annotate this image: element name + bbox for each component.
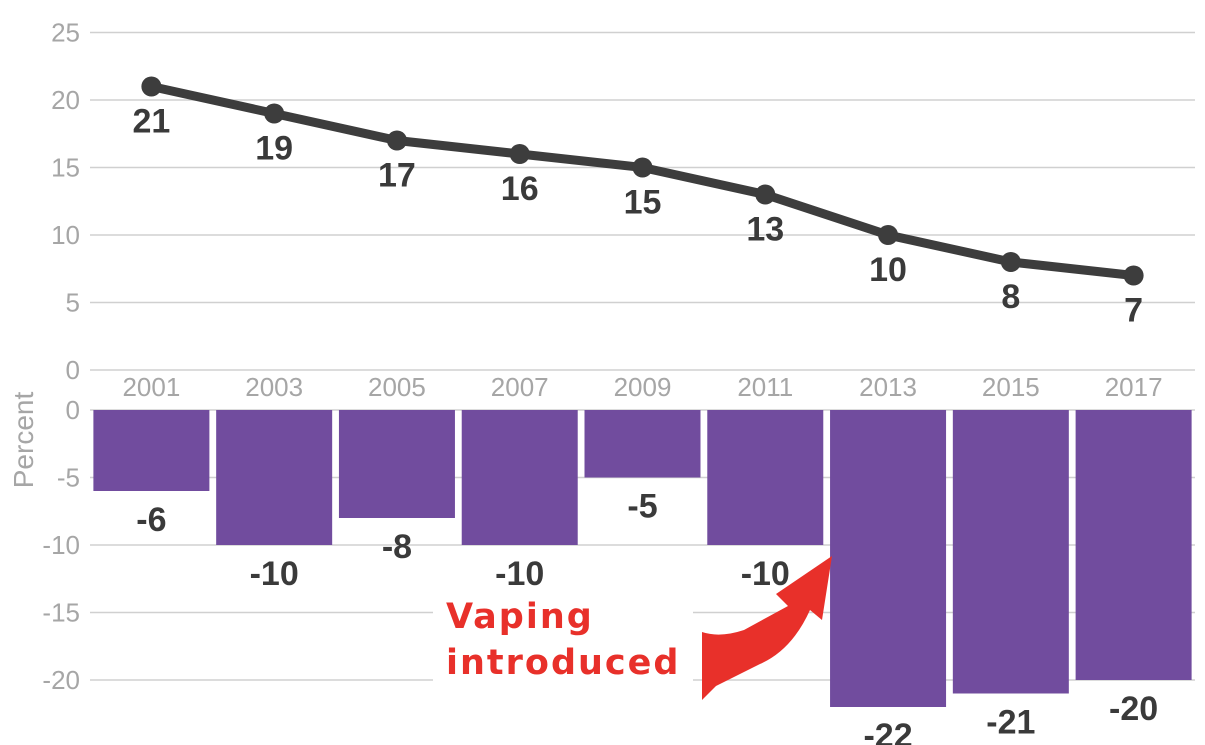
bar-value-label: -8 — [382, 528, 412, 566]
line-point — [755, 184, 776, 205]
line-point — [386, 130, 407, 151]
line-value-label: 15 — [624, 184, 662, 222]
y-tick-label: 20 — [51, 85, 80, 115]
line-point — [1000, 252, 1021, 272]
y-tick-label: -15 — [42, 598, 80, 628]
bar — [93, 410, 210, 491]
annotation-background — [433, 592, 693, 682]
bar-value-label: -5 — [627, 488, 657, 526]
x-tick-label: 2015 — [982, 372, 1040, 402]
bar-value-label: -20 — [1109, 690, 1158, 728]
bar — [952, 410, 1069, 694]
y-tick-label: -5 — [57, 463, 80, 493]
line-point — [509, 144, 530, 164]
x-tick-label: 2013 — [859, 372, 917, 402]
annotation-line-2: introduced — [446, 643, 680, 683]
line-point — [264, 103, 285, 124]
x-tick-label: 2007 — [491, 372, 549, 402]
y-tick-label: 5 — [66, 288, 80, 318]
bar-value-label: -10 — [741, 555, 790, 593]
bar-value-label: -10 — [495, 555, 544, 593]
y-axis-label: Percent — [8, 392, 39, 489]
line-value-label: 13 — [746, 211, 784, 249]
bar — [1075, 410, 1192, 680]
bar-value-label: -10 — [250, 555, 299, 593]
line-point — [878, 225, 899, 245]
line-value-label: 7 — [1124, 292, 1143, 330]
y-tick-label: 0 — [66, 395, 80, 425]
x-tick-label: 2001 — [122, 372, 180, 402]
line-point — [141, 76, 162, 97]
line-value-label: 19 — [255, 130, 293, 168]
bar — [461, 410, 578, 545]
line-value-label: 8 — [1001, 278, 1020, 316]
line-series — [141, 76, 1144, 286]
x-tick-label: 2011 — [737, 372, 793, 402]
bar-series — [93, 410, 1192, 707]
y-tick-label: 15 — [51, 153, 80, 183]
bar-value-label: -22 — [863, 717, 912, 745]
bar — [338, 410, 455, 518]
line-value-label: 16 — [501, 170, 539, 208]
x-tick-label: 2005 — [368, 372, 426, 402]
bar — [584, 410, 701, 478]
y-tick-label: -10 — [42, 530, 80, 560]
bar — [707, 410, 824, 545]
line-value-label: 10 — [869, 251, 907, 289]
bar — [830, 410, 947, 707]
bar — [216, 410, 333, 545]
data-labels: -6 -10 -8 -10 -5 -10 -22 -21 -20 21 19 17 16 15 13 10 8 7 — [132, 103, 1158, 745]
x-tick-label: 2003 — [245, 372, 303, 402]
line-point — [632, 157, 653, 178]
bar-value-label: -21 — [986, 704, 1035, 742]
y-tick-label: 25 — [51, 18, 80, 48]
line-value-label: 17 — [378, 157, 416, 195]
curved-arrow-icon — [702, 556, 832, 700]
annotation: Vaping introduced — [433, 556, 832, 700]
line-path — [146, 82, 1139, 280]
x-tick-label: 2017 — [1105, 372, 1163, 402]
y-tick-label: 0 — [66, 355, 80, 385]
bar-value-label: -6 — [136, 501, 166, 539]
y-tick-label: -20 — [42, 665, 80, 695]
y-tick-label: 10 — [51, 220, 80, 250]
line-value-label: 21 — [132, 103, 170, 141]
annotation-line-1: Vaping — [446, 597, 594, 637]
line-point — [1123, 265, 1144, 286]
x-tick-label: 2009 — [614, 372, 672, 402]
